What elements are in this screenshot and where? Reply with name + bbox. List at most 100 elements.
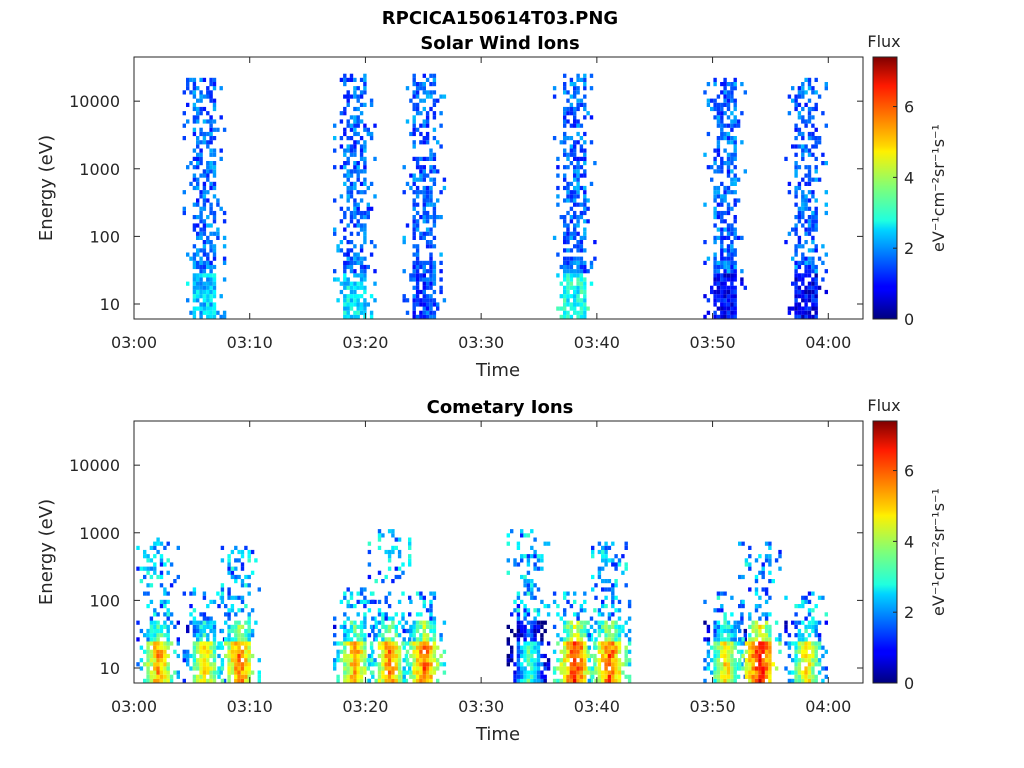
spectrogram-cell: [726, 231, 731, 236]
spectrogram-cell: [353, 148, 357, 153]
spectrogram-cell: [391, 545, 395, 550]
spectrogram-cell: [573, 177, 577, 182]
spectrogram-cell: [220, 599, 225, 604]
spectrogram-cell: [726, 674, 731, 679]
spectrogram-cell: [716, 314, 721, 319]
spectrogram-cell: [349, 604, 354, 609]
spectrogram-cell: [713, 645, 717, 650]
spectrogram-cell: [192, 294, 197, 299]
spectrogram-cell: [706, 624, 711, 629]
spectrogram-cell: [149, 558, 154, 563]
spectrogram-cell: [761, 633, 765, 638]
spectrogram-cell: [206, 604, 210, 609]
spectrogram-cell: [247, 616, 251, 621]
spectrogram-cell: [730, 190, 734, 195]
spectrogram-cell: [156, 678, 160, 683]
spectrogram-cell: [566, 281, 570, 286]
spectrogram-cell: [363, 269, 367, 274]
spectrogram-cell: [710, 285, 714, 290]
spectrogram-cell: [199, 662, 203, 667]
spectrogram-cell: [346, 616, 350, 621]
spectrogram-cell: [814, 645, 818, 650]
spectrogram-cell: [768, 628, 772, 634]
spectrogram-cell: [186, 628, 190, 634]
spectrogram-cell: [212, 248, 217, 253]
spectrogram-cell: [363, 666, 367, 671]
spectrogram-cell: [196, 198, 200, 203]
spectrogram-cell: [189, 591, 193, 596]
spectrogram-cell: [794, 231, 798, 236]
spectrogram-cell: [346, 173, 350, 178]
spectrogram-cell: [206, 161, 210, 166]
spectrogram-cell: [176, 670, 180, 675]
spectrogram-cell: [543, 666, 547, 671]
spectrogram-cell: [356, 310, 360, 315]
spectrogram-cell: [764, 612, 769, 617]
spectrogram-cell: [373, 269, 377, 274]
spectrogram-cell: [353, 289, 357, 295]
spectrogram-cell: [244, 604, 248, 609]
spectrogram-cell: [797, 306, 802, 311]
spectrogram-cell: [738, 658, 742, 663]
spectrogram-cell: [807, 256, 812, 261]
spectrogram-cell: [523, 645, 527, 650]
spectrogram-cell: [559, 670, 563, 675]
spectrogram-cell: [166, 558, 170, 563]
spectrogram-cell: [367, 653, 372, 659]
spectrogram-cell: [510, 645, 514, 650]
spectrogram-cell: [814, 306, 818, 311]
spectrogram-cell: [415, 260, 420, 265]
spectrogram-cell: [206, 173, 210, 178]
spectrogram-cell: [363, 215, 367, 220]
spectrogram-cell: [583, 140, 587, 145]
spectrogram-cell: [804, 269, 808, 274]
spectrogram-cell: [429, 674, 433, 679]
spectrogram-cell: [804, 298, 808, 303]
spectrogram-cell: [196, 633, 200, 638]
spectrogram-cell: [569, 194, 574, 199]
spectrogram-cell: [432, 595, 437, 600]
spectrogram-cell: [356, 666, 360, 671]
spectrogram-cell: [576, 231, 580, 236]
spectrogram-cell: [583, 674, 587, 679]
spectrogram-cell: [573, 256, 577, 261]
spectrogram-cell: [333, 227, 337, 232]
spectrogram-cell: [730, 269, 734, 274]
spectrogram-cell: [563, 294, 567, 299]
spectrogram-cell: [356, 256, 360, 261]
spectrogram-cell: [343, 595, 347, 600]
spectrogram-cell: [377, 645, 382, 650]
spectrogram-cell: [349, 269, 354, 274]
spectrogram-cell: [801, 223, 805, 228]
spectrogram-cell: [797, 649, 802, 654]
spectrogram-cell: [359, 156, 364, 161]
spectrogram-cell: [536, 658, 541, 663]
spectrogram-cell: [394, 624, 398, 629]
spectrogram-cell: [510, 658, 514, 663]
spectrogram-cell: [516, 641, 521, 646]
spectrogram-cell: [394, 633, 398, 638]
spectrogram-cell: [720, 670, 724, 675]
spectrogram-cell: [736, 674, 741, 679]
spectrogram-cell: [540, 633, 544, 638]
spectrogram-cell: [349, 185, 354, 191]
spectrogram-cell: [713, 190, 717, 195]
spectrogram-cell: [374, 624, 378, 629]
spectrogram-cell: [807, 169, 812, 174]
spectrogram-cell: [199, 285, 203, 290]
spectrogram-cell: [206, 285, 210, 290]
spectrogram-cell: [817, 633, 822, 638]
spectrogram-cell: [573, 662, 577, 667]
spectrogram-cell: [726, 637, 731, 642]
spectrogram-cell: [363, 587, 367, 592]
spectrogram-cell: [227, 645, 231, 650]
spectrogram-cell: [533, 583, 537, 588]
spectrogram-cell: [716, 289, 721, 295]
spectrogram-cell: [778, 554, 782, 559]
spectrogram-cell: [206, 140, 210, 145]
spectrogram-cell: [716, 144, 721, 149]
spectrogram-cell: [429, 256, 433, 261]
spectrogram-cell: [196, 202, 200, 207]
spectrogram-cell: [797, 127, 802, 132]
spectrogram-cell: [363, 653, 367, 659]
